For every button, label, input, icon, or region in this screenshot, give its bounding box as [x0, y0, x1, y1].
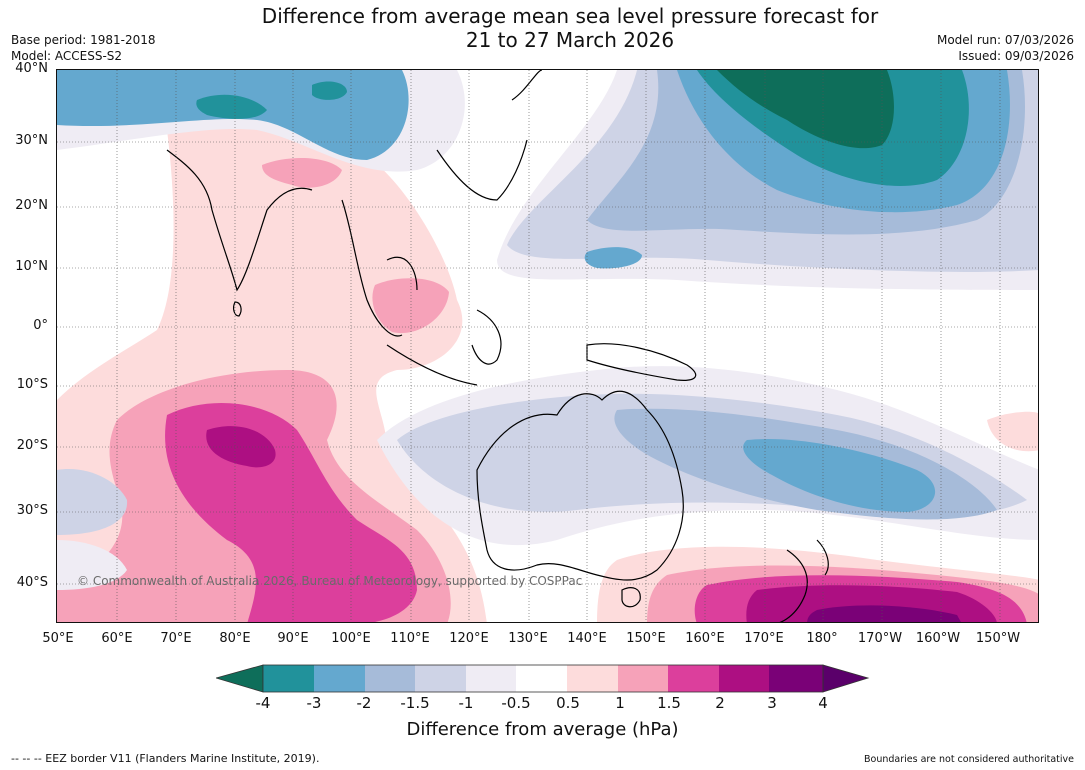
colorbar-tick: -1.5	[400, 694, 430, 712]
meta-left: Base period: 1981-2018 Model: ACCESS-S2	[11, 32, 156, 64]
lat-label: 0°	[33, 318, 48, 333]
colorbar-segment-9	[668, 665, 719, 692]
sri-lanka-coastline	[233, 301, 242, 317]
lon-label: 100°E	[331, 631, 371, 646]
colorbar-tick: 4	[818, 694, 828, 712]
lat-label: 40°N	[15, 61, 48, 76]
model-name: Model: ACCESS-S2	[11, 49, 123, 63]
india-coastline	[166, 149, 313, 292]
lat-label: 30°S	[16, 503, 48, 518]
colorbar-tick: 1	[615, 694, 625, 712]
tasmania-coastline	[621, 587, 641, 608]
meta-right: Model run: 07/03/2026 Issued: 09/03/2026	[937, 32, 1074, 64]
colorbar-segment-0	[216, 664, 264, 693]
colorbar-tick: 1.5	[657, 694, 681, 712]
lon-label: 120°E	[449, 631, 489, 646]
copyright-notice: © Commonwealth of Australia 2026, Bureau…	[77, 574, 583, 588]
colorbar-segment-12	[822, 664, 870, 693]
colorbar-label: Difference from average (hPa)	[406, 719, 679, 740]
colorbar-segment-11	[769, 665, 823, 692]
lat-label: 10°N	[15, 259, 48, 274]
anomaly-neg-3-north-asia	[196, 94, 267, 119]
coastlines	[166, 70, 829, 622]
title-line-1: Difference from average mean sea level p…	[261, 4, 879, 28]
colorbar-tick: 0.5	[556, 694, 580, 712]
colorbar-tick: 3	[767, 694, 777, 712]
indonesia-coastline	[386, 309, 502, 386]
colorbar-segment-1	[263, 665, 314, 692]
lon-label: 140°E	[567, 631, 607, 646]
lat-label: 20°S	[16, 438, 48, 453]
colorbar-tick: -3	[306, 694, 322, 712]
colorbar-tick: -0.5	[501, 694, 531, 712]
anomaly-neg-3-mongolia	[312, 81, 347, 100]
negative-anomaly-regions	[57, 70, 1038, 590]
anomaly-neg-4-north-pacific	[717, 70, 894, 149]
colorbar-segment-2	[314, 665, 365, 692]
eez-note: -- -- -- EEZ border V11 (Flanders Marine…	[11, 752, 320, 765]
east-asia-coastline	[436, 70, 543, 201]
anomaly-neg-2-philippine-sea	[584, 247, 642, 269]
anomaly-pos-3-south-pacific	[807, 605, 961, 622]
lon-label: 130°E	[508, 631, 548, 646]
lon-label: 150°W	[975, 631, 1021, 646]
anomaly-pos-0.5-east-pacific	[987, 411, 1038, 452]
graticule	[57, 70, 1038, 622]
southeast-asia-coastline	[341, 199, 418, 337]
new-zealand-coastline	[779, 539, 829, 622]
anomaly-pos-1-south-china-sea	[372, 278, 449, 334]
anomaly-pos-1-tibet	[262, 158, 342, 188]
colorbar	[216, 664, 870, 693]
lon-label: 170°E	[744, 631, 784, 646]
lat-label: 30°N	[15, 133, 48, 148]
map-svg	[57, 70, 1038, 622]
australia-coastline	[476, 390, 684, 581]
colorbar-segment-6	[516, 665, 567, 692]
base-period: Base period: 1981-2018	[11, 33, 156, 47]
colorbar-segment-10	[719, 665, 769, 692]
colorbar-tick: -2	[356, 694, 372, 712]
anomaly-neg-0.5-southwest	[57, 540, 127, 590]
colorbar-frame	[262, 664, 824, 693]
lon-label: 180°	[806, 631, 838, 646]
colorbar-segment-7	[567, 665, 618, 692]
lon-label: 150°E	[626, 631, 666, 646]
lon-label: 80°E	[219, 631, 251, 646]
colorbar-tick: -1	[458, 694, 474, 712]
model-run: Model run: 07/03/2026	[936, 33, 1074, 47]
colorbar-segment-5	[466, 665, 516, 692]
lon-label: 90°E	[277, 631, 309, 646]
pressure-anomaly-map	[56, 69, 1039, 623]
lon-label: 160°W	[915, 631, 961, 646]
lon-label: 110°E	[390, 631, 430, 646]
lat-label: 10°S	[16, 377, 48, 392]
colorbar-tick: 2	[715, 694, 725, 712]
anomaly-neg-1-southwest	[57, 469, 128, 535]
issued-date: Issued: 09/03/2026	[958, 49, 1074, 63]
disclaimer: Boundaries are not considered authoritat…	[864, 754, 1074, 765]
colorbar-segment-4	[415, 665, 466, 692]
lat-label: 20°N	[15, 198, 48, 213]
new-guinea-coastline	[586, 343, 697, 381]
lon-label: 50°E	[42, 631, 74, 646]
title-line-2: 21 to 27 March 2026	[465, 28, 675, 52]
lon-label: 160°E	[685, 631, 725, 646]
lon-label: 70°E	[160, 631, 192, 646]
colorbar-segment-3	[365, 665, 415, 692]
lat-label: 40°S	[16, 575, 48, 590]
lon-label: 170°W	[857, 631, 903, 646]
positive-anomaly-regions	[57, 120, 1038, 622]
chart-title: Difference from average mean sea level p…	[0, 4, 1085, 52]
lon-label: 60°E	[101, 631, 133, 646]
colorbar-tick: -4	[255, 694, 271, 712]
colorbar-segment-8	[618, 665, 668, 692]
anomaly-neg-2-tasman	[743, 439, 936, 512]
anomaly-pos-2-south-indian	[206, 426, 276, 468]
